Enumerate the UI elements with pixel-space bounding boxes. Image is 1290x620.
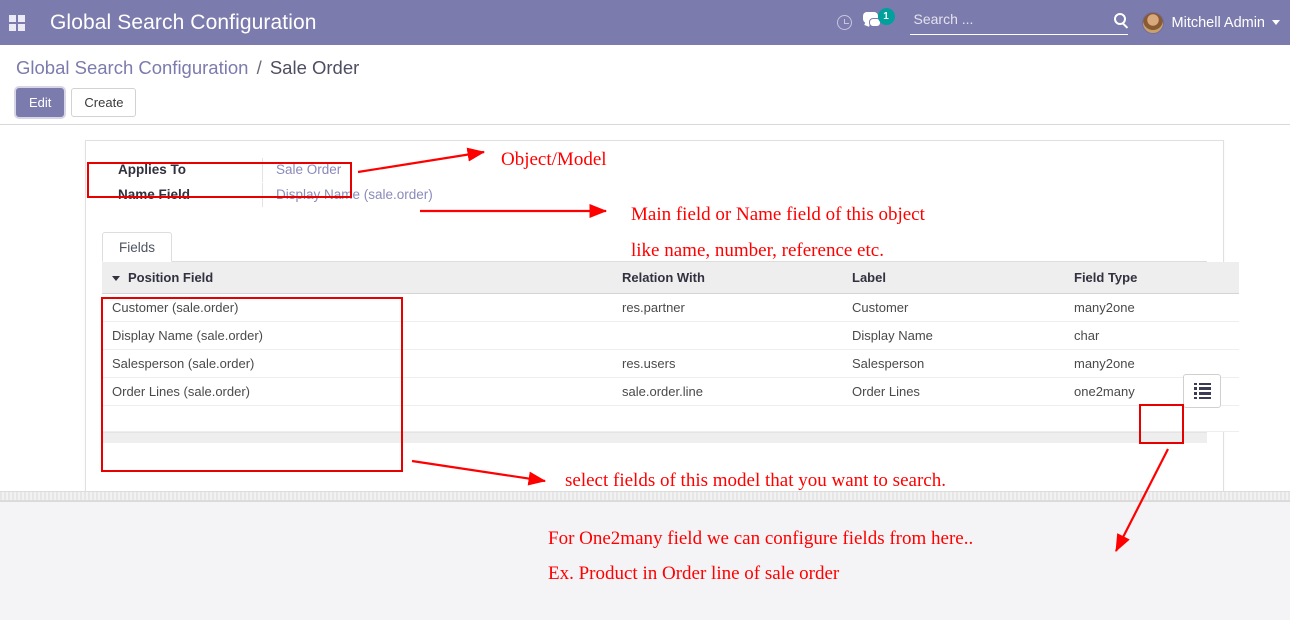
caret-down-icon [112,276,120,281]
table-body: Customer (sale.order) res.partner Custom… [102,293,1239,432]
form-row-name-field: Name Field Display Name (sale.order) [102,182,1207,207]
create-button[interactable]: Create [71,88,137,117]
app-title: Global Search Configuration [50,10,317,34]
cell-relation-with: sale.order.line [612,377,842,406]
column-header-label: Position Field [128,270,214,285]
edit-button[interactable]: Edit [16,88,65,117]
annotation-select-fields: select fields of this model that you wan… [565,470,946,491]
annotation-object-model: Object/Model [501,149,607,170]
configure-subfields-button[interactable] [1183,374,1221,408]
cell-field-type: many2one [1064,349,1239,378]
tab-fields[interactable]: Fields [102,232,173,262]
cell-spacer [497,349,612,378]
form-field-group: Applies To Sale Order Name Field Display… [86,141,1223,207]
annotation-name-field-line1: Main field or Name field of this object [631,204,925,225]
annotation-name-field-line2: like name, number, reference etc. [631,240,884,261]
breadcrumb-separator: / [256,57,262,78]
field-label-name-field: Name Field [118,187,191,202]
user-menu[interactable]: Mitchell Admin [1134,11,1280,34]
cell-position-field[interactable]: Customer (sale.order) [102,293,497,322]
field-value-name-field[interactable]: Display Name (sale.order) [276,187,433,202]
column-header-field-type[interactable]: Field Type [1064,262,1239,294]
top-navbar: Global Search Configuration 1 Mitchell A… [0,0,1290,45]
chevron-down-icon [1272,20,1280,25]
cell-spacer [497,321,612,350]
control-panel: Global Search Configuration / Sale Order… [0,45,1290,163]
table-row[interactable]: Customer (sale.order) res.partner Custom… [102,293,1239,322]
notebook-tabs: Fields [102,231,1207,262]
search-icon[interactable] [1113,13,1126,25]
form-sheet: Applies To Sale Order Name Field Display… [85,140,1239,492]
cell-relation-with: res.partner [612,293,842,322]
annotation-one2many-line2: Ex. Product in Order line of sale order [548,563,840,584]
table-row[interactable]: Display Name (sale.order) Display Name c… [102,321,1239,350]
table-head: Position Field Relation With Label Field… [102,262,1239,294]
breadcrumb-current: Sale Order [269,57,360,78]
table-row-empty [102,405,1239,432]
apps-menu-button[interactable] [0,0,34,45]
column-header-position-field[interactable]: Position Field [102,262,497,294]
search-input[interactable] [909,11,1095,27]
breadcrumb: Global Search Configuration / Sale Order [16,57,1274,79]
column-header-label-col[interactable]: Label [842,262,1064,294]
chat-icon [862,12,878,23]
cell-position-field[interactable]: Order Lines (sale.order) [102,377,497,406]
cell-position-field[interactable]: Salesperson (sale.order) [102,349,497,378]
messaging-button[interactable]: 1 [860,0,906,45]
field-divider [262,182,263,207]
table-header-row: Position Field Relation With Label Field… [102,262,1239,294]
clock-icon [837,15,853,30]
field-value-applies-to[interactable]: Sale Order [276,162,342,177]
table-footer-strip [102,432,1207,443]
bottom-area [0,501,1290,620]
cell-label: Display Name [842,321,1064,350]
cell-label: Customer [842,293,1064,322]
table-row[interactable]: Order Lines (sale.order) sale.order.line… [102,374,1239,408]
column-header-spacer [497,262,612,294]
cell-relation-with [612,321,842,350]
cell-label: Order Lines [842,377,1064,406]
list-icon [1193,382,1211,400]
field-divider [262,157,263,182]
table-row[interactable]: Salesperson (sale.order) res.users Sales… [102,349,1239,378]
cell-spacer [497,293,612,322]
fields-one2many-table: Position Field Relation With Label Field… [102,262,1239,432]
cell-field-type: char [1064,321,1239,350]
global-search-box[interactable] [909,5,1128,35]
notebook: Fields Position Field Relation With Labe… [102,231,1239,443]
form-row-applies-to: Applies To Sale Order [102,157,1207,182]
cell-position-field[interactable]: Display Name (sale.order) [102,321,497,350]
avatar [1141,11,1164,34]
navbar-right-group: 1 Mitchell Admin [830,0,1290,45]
activities-button[interactable] [830,0,860,45]
page-scroll-band [0,491,1290,501]
apps-grid-icon [9,14,25,31]
cell-field-type: many2one [1064,293,1239,322]
cell-label: Salesperson [842,349,1064,378]
user-name: Mitchell Admin [1171,14,1265,31]
cell-relation-with: res.users [612,349,842,378]
column-header-relation-with[interactable]: Relation With [612,262,842,294]
messaging-badge: 1 [877,8,895,25]
cell-spacer [497,377,612,406]
breadcrumb-root[interactable]: Global Search Configuration [16,57,249,78]
form-buttons: Edit Create [16,88,1274,117]
field-label-applies-to: Applies To [118,162,187,177]
cell-empty [102,405,1239,432]
annotation-one2many-line1: For One2many field we can configure fiel… [548,528,974,549]
